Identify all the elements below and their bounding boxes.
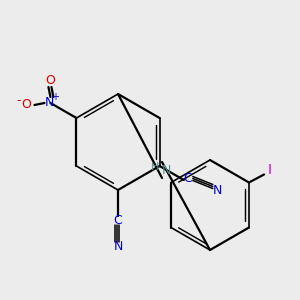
Text: N: N <box>213 184 223 196</box>
Text: C: C <box>114 214 122 226</box>
Text: C: C <box>183 172 192 185</box>
Text: O: O <box>22 98 32 112</box>
Text: N: N <box>161 164 171 176</box>
Text: H: H <box>151 162 159 172</box>
Text: N: N <box>113 241 123 254</box>
Text: O: O <box>46 74 56 88</box>
Text: I: I <box>268 163 272 176</box>
Text: +: + <box>52 92 59 102</box>
Text: N: N <box>45 97 54 110</box>
Text: -: - <box>16 94 21 107</box>
